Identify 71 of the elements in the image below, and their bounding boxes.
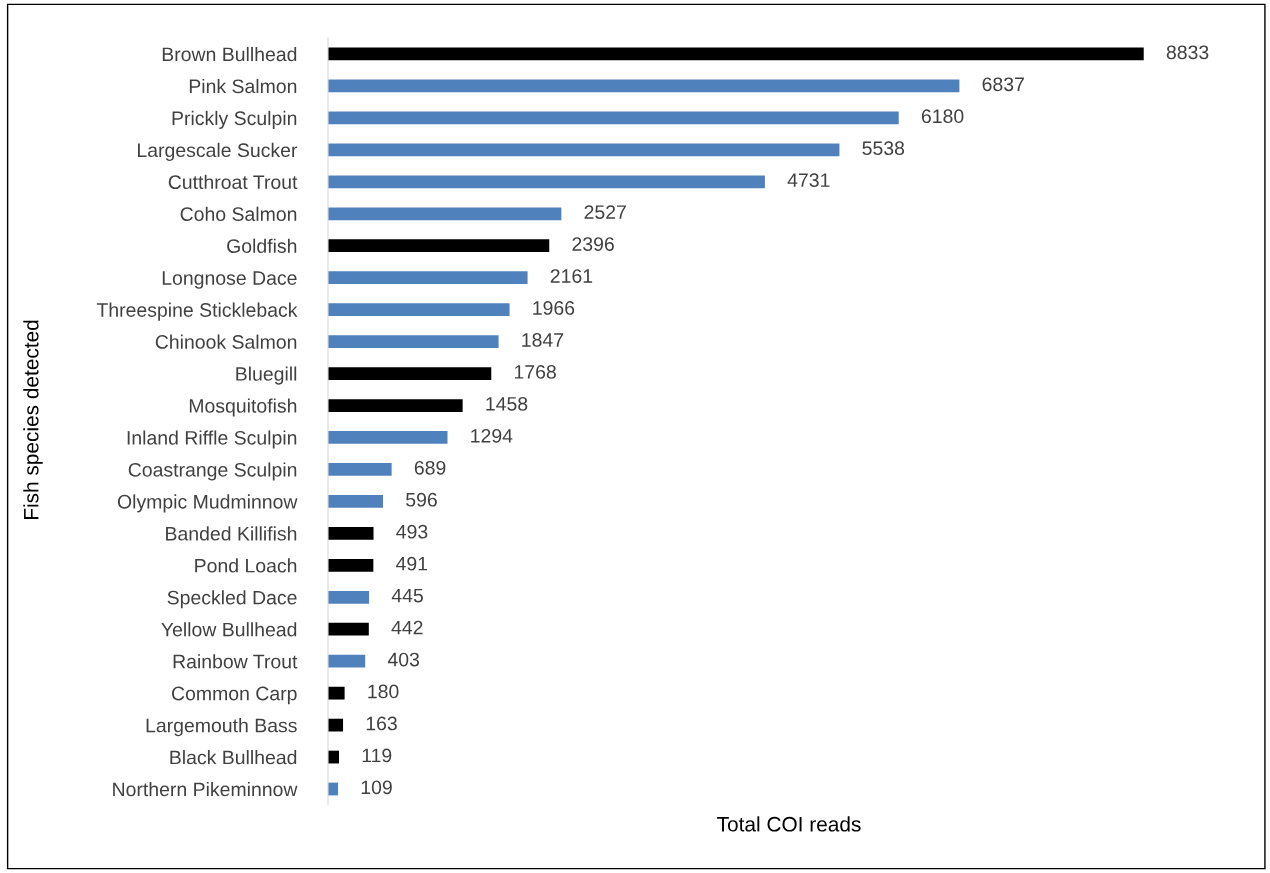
data-label: 6180 [921,109,964,124]
y-tick-label: Common Carp [172,686,297,705]
y-tick-label: Pond Loach [195,558,297,573]
y-tick-label: Mosquitofish [189,398,297,417]
bar [328,79,960,93]
y-tick-label: Cutthroat Trout [168,174,298,190]
bar [328,399,463,412]
bar [328,175,765,189]
y-tick-label: Bluegill [236,366,297,385]
bar [328,463,392,476]
bar [328,239,550,253]
bar [328,495,384,508]
y-tick-label: Rainbow Trout [173,654,298,669]
y-tick-label: Pink Salmon [189,78,297,94]
bar [328,431,448,444]
y-tick-label: Speckled Dace [167,590,297,609]
data-label: 1768 [514,365,556,379]
y-axis-title: Fish species detected [23,320,43,520]
data-label: 493 [396,524,428,539]
y-tick-label: Yellow Bullhead [161,622,297,637]
y-tick-label: Northern Pikeminnow [113,781,298,797]
data-label: 2527 [584,205,626,219]
data-label: 1847 [522,333,564,347]
y-tick-label: Largescale Sucker [138,142,298,161]
y-tick-label: Chinook Salmon [155,334,297,349]
bar [328,207,562,221]
bar [328,335,499,348]
y-tick-label: Coho Salmon [180,206,297,222]
y-tick-label: Largemouth Bass [146,718,297,737]
y-tick-label: Threespine Stickleback [96,302,298,321]
data-label: 403 [387,652,420,667]
data-label: 689 [414,460,446,475]
y-tick-label: Goldfish [227,238,297,253]
bar [328,590,370,604]
bar [328,303,510,317]
data-label: 596 [406,492,437,507]
data-label: 5538 [862,141,905,156]
data-label: 163 [366,716,397,731]
data-label: 2161 [550,269,593,283]
data-label: 1294 [471,428,513,443]
bar [328,526,374,540]
bar [328,622,369,636]
data-label: 109 [361,780,392,795]
bar [328,686,345,700]
x-axis-title: Total COI reads [717,816,861,832]
y-tick-label: Longnose Dace [162,271,297,289]
bar [328,47,1144,61]
y-tick-label: Brown Bullhead [162,46,297,62]
data-label: 442 [391,620,423,635]
data-label: 445 [391,588,423,603]
bar [328,143,840,157]
y-tick-label: Black Bullhead [170,750,297,765]
bar [328,111,899,125]
data-label: 8833 [1166,45,1209,60]
y-tick-label: Banded Killifish [166,526,297,541]
data-label: 4731 [787,173,830,188]
data-label: 1966 [533,301,575,315]
data-label: 180 [368,684,399,699]
bar [328,654,366,668]
bar [328,271,528,285]
data-label: 491 [396,556,428,571]
bar [328,367,492,380]
data-label: 1458 [486,396,528,411]
y-tick-label: Inland Riffle Sculpin [127,430,297,449]
bar [328,558,374,572]
data-label: 2396 [572,237,614,251]
data-label: 6837 [982,77,1024,92]
y-tick-label: Olympic Mudminnow [117,494,298,513]
y-tick-label: Coastrange Sculpin [128,462,297,481]
y-tick-label: Prickly Sculpin [172,110,297,129]
data-label: 119 [362,748,392,763]
